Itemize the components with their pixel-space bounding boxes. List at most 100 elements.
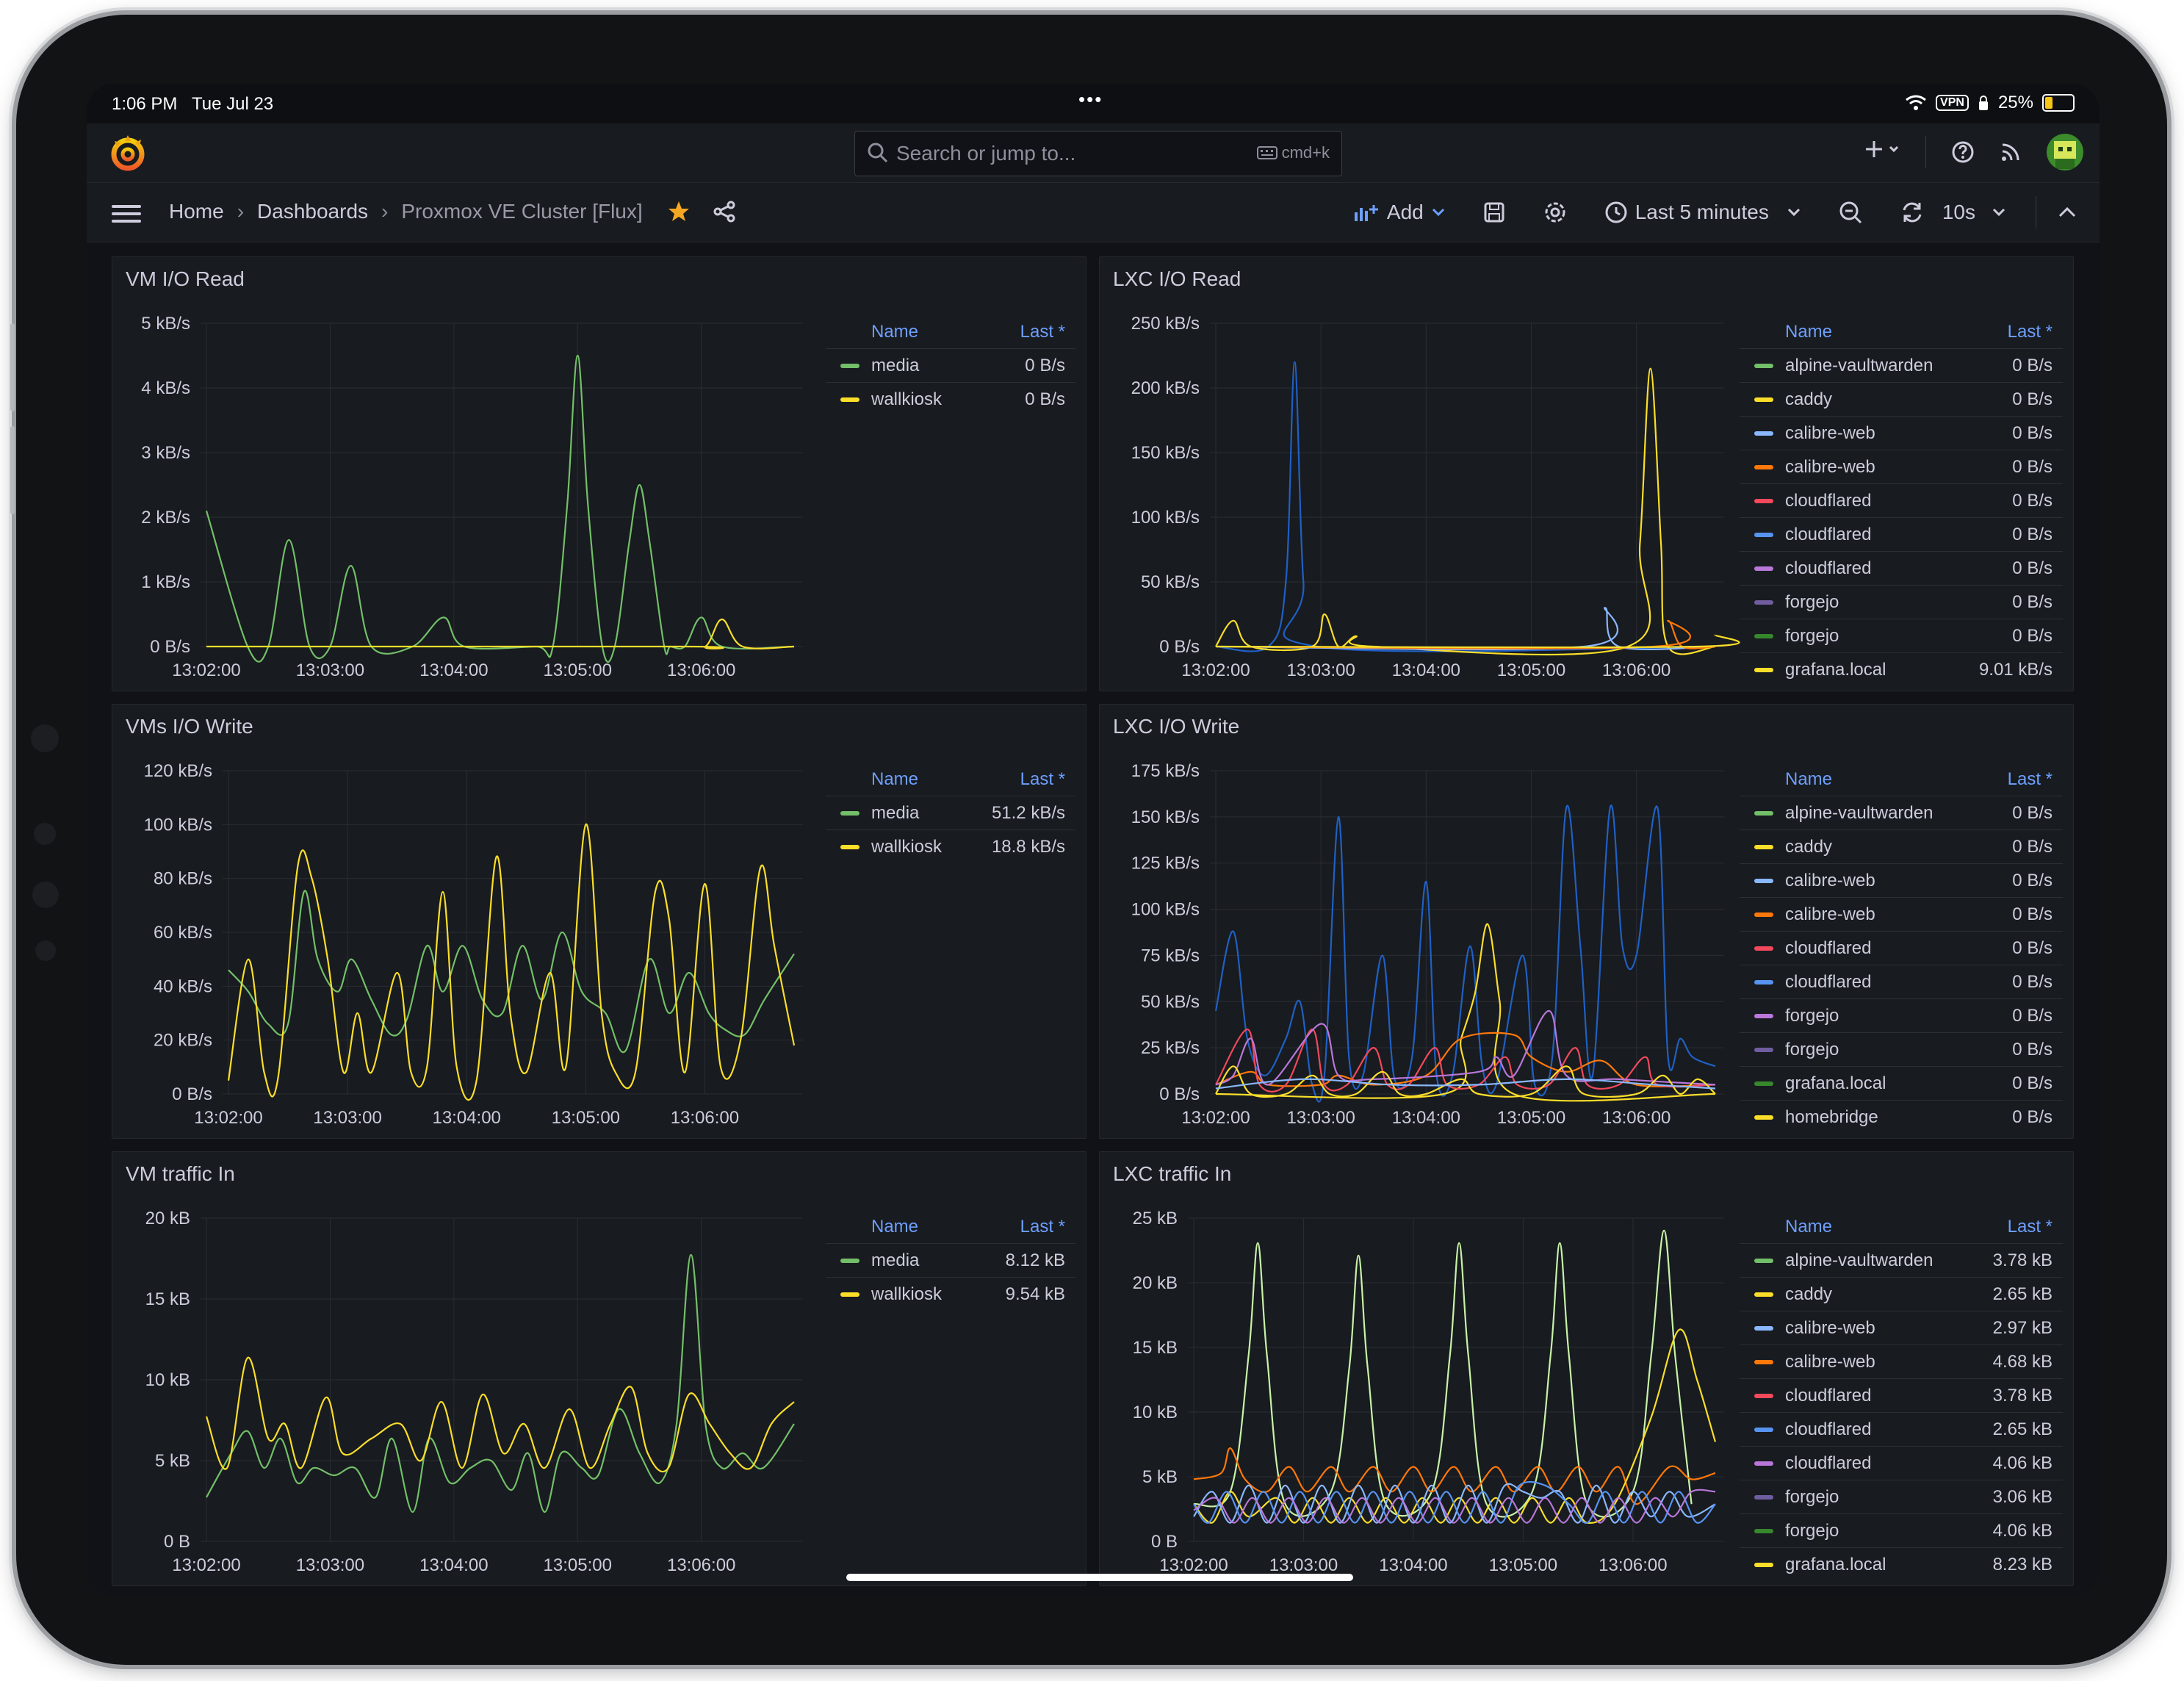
panel-title[interactable]: LXC I/O Read: [1113, 267, 1241, 290]
gear-icon[interactable]: [1543, 200, 1568, 225]
legend-row[interactable]: cloudflared 0 B/s: [1740, 517, 2063, 551]
legend-row[interactable]: media 51.2 kB/s: [826, 796, 1075, 829]
panel-title[interactable]: VM traffic In: [126, 1162, 235, 1185]
legend-row[interactable]: calibre-web 0 B/s: [1740, 863, 2063, 897]
legend-row[interactable]: calibre-web 0 B/s: [1740, 897, 2063, 931]
legend-header-last[interactable]: Last *: [2007, 322, 2053, 342]
legend-series-name: wallkiosk: [871, 836, 943, 857]
legend-row[interactable]: forgejo 0 B/s: [1740, 619, 2063, 652]
legend-row[interactable]: cloudflared 2.65 kB: [1740, 1412, 2063, 1446]
panel-title[interactable]: LXC traffic In: [1113, 1162, 1232, 1185]
legend-row[interactable]: cloudflared 0 B/s: [1740, 931, 2063, 965]
panel-vm-io-read[interactable]: VM I/O Read 5 kB/s 4 kB/s 3 kB/s 2 kB/s 1 kB/…: [112, 256, 1086, 691]
legend-row[interactable]: calibre-web 0 B/s: [1740, 450, 2063, 483]
rss-icon[interactable]: [2000, 141, 2022, 163]
legend-row[interactable]: calibre-web 4.68 kB: [1740, 1345, 2063, 1378]
legend-row[interactable]: calibre-web 0 B/s: [1740, 416, 2063, 450]
panel-vms-io-write[interactable]: VMs I/O Write 120 kB/s 100 kB/s 80 kB/s 60 k…: [112, 704, 1086, 1139]
y-tick-label: 5 kB: [1142, 1467, 1178, 1487]
legend-row[interactable]: calibre-web 2.97 kB: [1740, 1311, 2063, 1345]
legend-row[interactable]: homebridge 0 B/s: [1740, 1100, 2063, 1126]
legend-header-name[interactable]: Name: [871, 322, 919, 342]
share-icon[interactable]: [712, 199, 737, 224]
legend-row[interactable]: caddy 0 B/s: [1740, 382, 2063, 416]
legend-color-swatch: [1754, 1013, 1773, 1018]
time-series-chart[interactable]: 20 kB 15 kB 10 kB 5 kB 0 B 13:02:00 13:03:00 13…: [112, 1196, 825, 1585]
panel-title[interactable]: VMs I/O Write: [126, 715, 253, 738]
legend-table: Name Last * alpine-vaultwarden 0 B/s caddy 0 …: [1740, 763, 2063, 1126]
legend-table: Name Last * alpine-vaultwarden 0 B/s caddy 0 …: [1740, 316, 2063, 679]
save-icon[interactable]: [1482, 201, 1506, 224]
legend-row[interactable]: alpine-vaultwarden 3.78 kB: [1740, 1243, 2063, 1277]
legend-row[interactable]: caddy 2.65 kB: [1740, 1277, 2063, 1311]
star-icon[interactable]: [666, 199, 691, 224]
panel-title[interactable]: LXC I/O Write: [1113, 715, 1240, 738]
panel-title[interactable]: VM I/O Read: [126, 267, 245, 290]
legend-row[interactable]: forgejo 0 B/s: [1740, 998, 2063, 1032]
legend-row[interactable]: wallkiosk 18.8 kB/s: [826, 829, 1075, 863]
user-avatar-icon: [2054, 141, 2076, 169]
time-series-chart[interactable]: 25 kB 20 kB 15 kB 10 kB 5 kB 0 B 13:02:00 13:03…: [1100, 1196, 1746, 1585]
help-icon[interactable]: [1951, 140, 1975, 164]
legend-header-last[interactable]: Last *: [2007, 1217, 2053, 1237]
legend-row[interactable]: forgejo 3.06 kB: [1740, 1480, 2063, 1513]
legend-row[interactable]: media 0 B/s: [826, 348, 1075, 382]
add-button[interactable]: Add: [1353, 201, 1446, 224]
legend-header-last[interactable]: Last *: [2007, 769, 2053, 789]
legend-row[interactable]: forgejo 4.06 kB: [1740, 1513, 2063, 1547]
time-range-picker[interactable]: Last 5 minutes: [1604, 201, 1801, 224]
avatar[interactable]: [2047, 134, 2083, 170]
panel-vm-traffic-in[interactable]: VM traffic In 20 kB 15 kB 10 kB 5 kB 0 B 13:02…: [112, 1151, 1086, 1586]
panel-lxc-io-read[interactable]: LXC I/O Read 250 kB/s 200 kB/s 150 kB/s 100 …: [1099, 256, 2074, 691]
panel-lxc-io-write[interactable]: LXC I/O Write 175 kB/s 150 kB/s 125 kB/s 100…: [1099, 704, 2074, 1139]
legend-header-name[interactable]: Name: [1785, 769, 1833, 789]
legend-row[interactable]: forgejo 0 B/s: [1740, 1032, 2063, 1066]
legend-header-name[interactable]: Name: [1785, 322, 1833, 342]
legend-header-name[interactable]: Name: [871, 1217, 919, 1237]
refresh-icon[interactable]: [1900, 200, 1925, 225]
legend-row[interactable]: media 8.12 kB: [826, 1243, 1075, 1277]
legend-row[interactable]: cloudflared 3.78 kB: [1740, 1378, 2063, 1412]
legend-color-swatch: [1754, 1325, 1773, 1331]
legend-header-name[interactable]: Name: [871, 769, 919, 789]
menu-icon[interactable]: [112, 201, 141, 227]
legend-header: Name Last *: [1740, 316, 2063, 348]
zoom-out-icon[interactable]: [1838, 200, 1863, 225]
legend-header: Name Last *: [826, 1211, 1075, 1243]
legend-row[interactable]: cloudflared 0 B/s: [1740, 551, 2063, 585]
x-tick-label: 13:03:00: [1286, 1108, 1355, 1128]
legend-row[interactable]: grafana.local 9.01 kB/s: [1740, 652, 2063, 679]
home-indicator[interactable]: [846, 1574, 1353, 1581]
legend-row[interactable]: alpine-vaultwarden 0 B/s: [1740, 796, 2063, 829]
legend-row[interactable]: cloudflared 0 B/s: [1740, 483, 2063, 517]
legend-color-swatch: [1754, 431, 1773, 436]
refresh-interval-picker[interactable]: 10s: [1942, 201, 2006, 224]
legend-header-last[interactable]: Last *: [1020, 322, 1065, 342]
time-series-chart[interactable]: 120 kB/s 100 kB/s 80 kB/s 60 kB/s 40 kB/s 20 …: [112, 749, 825, 1138]
chevron-up-icon[interactable]: [2057, 205, 2077, 220]
panel-lxc-traffic-in[interactable]: LXC traffic In 25 kB 20 kB 15 kB 10 kB 5 kB 0 …: [1099, 1151, 2074, 1586]
breadcrumb-home[interactable]: Home: [169, 200, 224, 223]
legend-last-value: 0 B/s: [2012, 490, 2053, 511]
legend-row[interactable]: caddy 0 B/s: [1740, 829, 2063, 863]
legend-row[interactable]: wallkiosk 0 B/s: [826, 382, 1075, 416]
legend-header-last[interactable]: Last *: [1020, 1217, 1065, 1237]
legend-row[interactable]: alpine-vaultwarden 0 B/s: [1740, 348, 2063, 382]
legend-row[interactable]: cloudflared 0 B/s: [1740, 965, 2063, 998]
legend-row[interactable]: wallkiosk 9.54 kB: [826, 1277, 1075, 1311]
time-series-chart[interactable]: 250 kB/s 200 kB/s 150 kB/s 100 kB/s 50 kB/s 0…: [1100, 301, 1746, 691]
time-series-chart[interactable]: 5 kB/s 4 kB/s 3 kB/s 2 kB/s 1 kB/s 0 B/s 13:02…: [112, 301, 825, 691]
legend-row[interactable]: grafana.local 8.23 kB: [1740, 1547, 2063, 1574]
grafana-logo-icon[interactable]: [109, 134, 147, 172]
legend-row[interactable]: grafana.local 0 B/s: [1740, 1066, 2063, 1100]
legend-header-name[interactable]: Name: [1785, 1217, 1833, 1237]
legend-row[interactable]: cloudflared 4.06 kB: [1740, 1446, 2063, 1480]
multitask-dots[interactable]: •••: [1078, 88, 1103, 110]
search-input[interactable]: Search or jump to... cmd+k: [854, 131, 1342, 176]
legend-row[interactable]: forgejo 0 B/s: [1740, 585, 2063, 619]
new-menu-button[interactable]: [1865, 138, 1900, 166]
time-series-chart[interactable]: 175 kB/s 150 kB/s 125 kB/s 100 kB/s 75 kB/s 5…: [1100, 749, 1746, 1138]
breadcrumb-dashboards[interactable]: Dashboards: [257, 200, 369, 223]
legend-header-last[interactable]: Last *: [1020, 769, 1065, 789]
chevron-right-icon: ›: [237, 200, 245, 223]
